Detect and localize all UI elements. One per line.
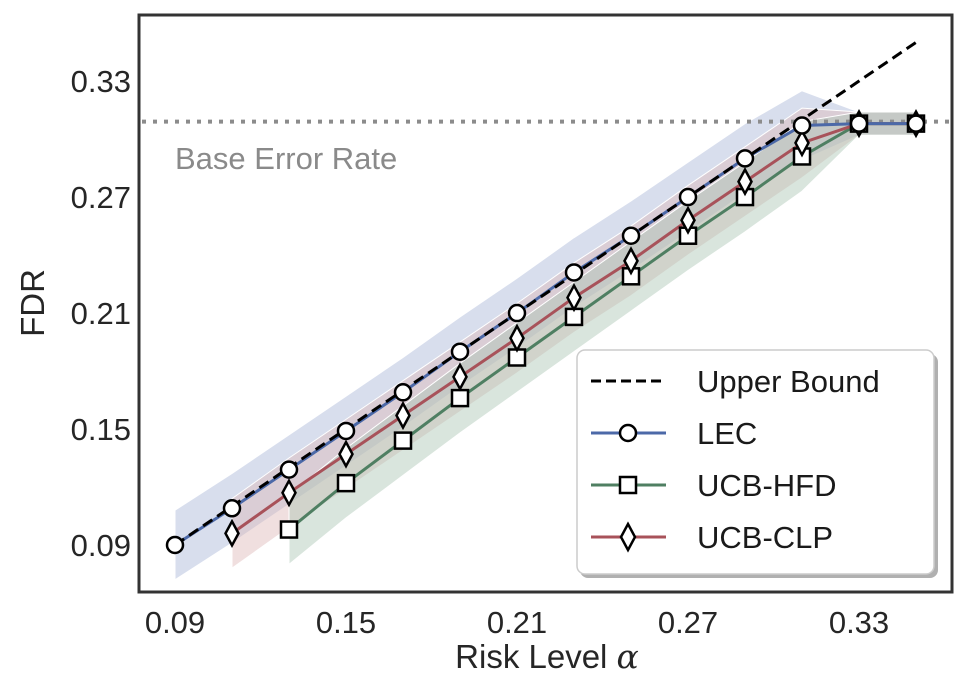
x-tick-label: 0.27 xyxy=(658,605,718,640)
diamond-marker xyxy=(623,246,639,276)
legend-item-upper-bound: Upper Bound xyxy=(591,364,880,399)
line-upper-bound xyxy=(174,41,917,547)
y-tick-label: 0.27 xyxy=(71,180,131,215)
y-tick-label: 0.15 xyxy=(71,412,131,447)
diamond-marker xyxy=(794,128,810,158)
square-marker xyxy=(279,520,299,539)
y-axis-ticks: 0.09 0.15 0.21 0.27 0.33 xyxy=(71,64,131,563)
circle-marker xyxy=(678,187,698,207)
circle-marker xyxy=(621,226,641,245)
circle-marker xyxy=(450,342,470,361)
x-axis-label: Risk Level α xyxy=(455,637,639,676)
series-markers xyxy=(165,108,926,555)
circle-marker xyxy=(336,421,356,441)
diamond-marker xyxy=(680,205,696,235)
square-marker-icon xyxy=(618,475,638,495)
x-tick-label: 0.21 xyxy=(487,605,547,640)
legend-label: LEC xyxy=(697,416,757,451)
circle-marker xyxy=(165,535,185,555)
x-axis-ticks: 0.09 0.15 0.21 0.27 0.33 xyxy=(145,605,889,640)
circle-marker xyxy=(507,303,527,323)
square-marker xyxy=(336,473,356,493)
circle-marker xyxy=(393,383,413,402)
y-tick-label: 0.09 xyxy=(71,528,131,563)
circle-marker xyxy=(564,263,584,282)
legend-label: UCB-HFD xyxy=(697,468,837,503)
circle-marker xyxy=(735,149,755,168)
diamond-marker-icon xyxy=(619,521,637,553)
legend-label: Upper Bound xyxy=(697,364,880,399)
diamond-marker xyxy=(737,166,753,197)
circle-marker xyxy=(279,460,299,479)
legend-item-ucb-clp: UCB-CLP xyxy=(591,520,833,555)
base-error-rate-label: Base Error Rate xyxy=(175,141,397,176)
x-tick-label: 0.33 xyxy=(829,605,889,640)
diamond-marker xyxy=(566,282,582,313)
axes-frame xyxy=(137,13,954,594)
legend-label: UCB-CLP xyxy=(697,520,833,555)
diamond-marker xyxy=(509,323,525,353)
circle-marker xyxy=(849,114,869,133)
diamond-marker xyxy=(452,362,468,392)
y-axis-label: FDR xyxy=(14,269,51,337)
y-tick-label: 0.21 xyxy=(71,296,131,331)
circle-marker xyxy=(222,499,242,518)
y-tick-label: 0.33 xyxy=(71,64,131,99)
legend-item-ucb-hfd: UCB-HFD xyxy=(591,468,837,503)
legend-item-lec: LEC xyxy=(591,416,757,451)
x-tick-label: 0.15 xyxy=(316,605,376,640)
diamond-marker xyxy=(224,518,240,549)
legend: Upper Bound LEC UCB-HFD UCB-CLP xyxy=(576,349,938,578)
square-marker xyxy=(450,388,470,408)
circle-marker xyxy=(792,116,812,135)
diamond-marker xyxy=(395,400,411,431)
diamond-marker xyxy=(281,478,297,508)
diamond-marker xyxy=(338,439,354,469)
line-ucb-hfd xyxy=(288,122,916,531)
x-tick-label: 0.09 xyxy=(145,605,205,640)
circle-marker xyxy=(906,114,926,133)
circle-marker-icon xyxy=(618,423,638,443)
square-marker xyxy=(393,431,413,450)
